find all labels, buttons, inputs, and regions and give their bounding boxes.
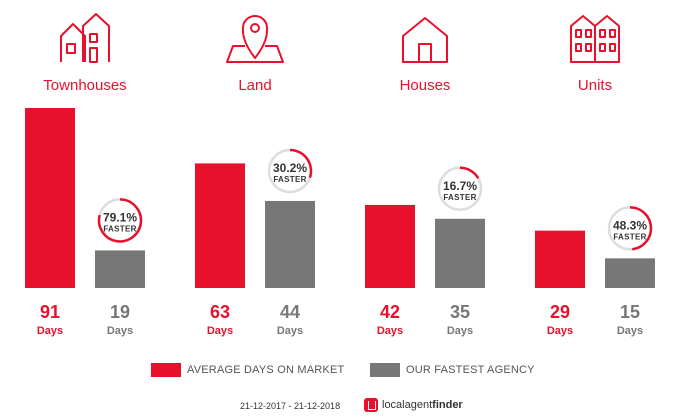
faster-badge: 48.3%FASTER [607, 206, 653, 251]
faster-badge: 16.7%FASTER [437, 166, 483, 212]
bar-fastest-agency [95, 250, 145, 288]
brand-logo: localagentfinder [364, 398, 463, 412]
category-label: Houses [400, 77, 451, 94]
faster-word: FASTER [613, 232, 646, 241]
category-label: Townhouses [43, 77, 126, 94]
category-group: Units 29 Days 15 Days 48.3%FASTER [535, 15, 655, 337]
faster-word: FASTER [273, 175, 306, 184]
bar-average-days [25, 108, 75, 288]
unit-label: Days [107, 325, 133, 337]
value-label: 19 [110, 302, 130, 322]
legend-swatch-market [151, 363, 181, 377]
legend-label-market: AVERAGE DAYS ON MARKET [187, 364, 345, 376]
bar-fastest-agency [265, 200, 315, 288]
value-label: 35 [450, 302, 470, 322]
faster-percent: 48.3% [613, 218, 647, 232]
days-on-market-chart: Townhouses91Days19Days79.1%FASTERLand63D… [25, 13, 655, 337]
legend-label-agency: OUR FASTEST AGENCY [406, 364, 535, 376]
legend-item-agency: OUR FASTEST AGENCY [370, 363, 535, 377]
unit-label: Days [37, 325, 63, 337]
unit-label: Days [377, 325, 403, 337]
faster-ring-progress [459, 166, 480, 180]
faster-ring-progress [97, 198, 143, 243]
bar-average-days [535, 230, 585, 288]
category-label: Land [238, 77, 271, 94]
bar-average-days [365, 204, 415, 288]
legend-swatch-agency [370, 363, 400, 377]
value-label: 42 [380, 302, 400, 322]
value-label: 15 [620, 302, 640, 322]
faster-ring-progress [289, 148, 313, 179]
faster-percent: 30.2% [273, 161, 307, 175]
faster-word: FASTER [443, 193, 476, 202]
footer: 21-12-2017 - 21-12-2018 localagentfinder [0, 396, 700, 416]
legend-item-market: AVERAGE DAYS ON MARKET [151, 363, 344, 377]
value-label: 29 [550, 302, 570, 322]
brand-name: localagentfinder [382, 399, 463, 411]
value-label: 63 [210, 302, 230, 322]
unit-label: Days [207, 325, 233, 337]
category-group: Land 63 Days 44 Days 30.2%FASTER [195, 15, 315, 337]
unit-label: Days [447, 325, 473, 337]
brand-mark-icon [364, 398, 378, 412]
legend: AVERAGE DAYS ON MARKET OUR FASTEST AGENC… [0, 363, 700, 379]
faster-percent: 79.1% [103, 210, 137, 224]
faster-ring-progress [629, 206, 653, 251]
value-label: 44 [280, 302, 300, 322]
land-pin-icon [226, 15, 284, 63]
bar-fastest-agency [435, 218, 485, 288]
faster-badge: 30.2%FASTER [267, 148, 313, 194]
category-group: Houses 42 Days 35 Days 16.7%FASTER [365, 17, 485, 337]
date-range: 21-12-2017 - 21-12-2018 [240, 401, 341, 411]
unit-label: Days [277, 325, 303, 337]
faster-word: FASTER [103, 224, 136, 233]
bar-average-days [195, 163, 245, 288]
house-icon [402, 17, 448, 63]
brand-name-light: localagent [382, 399, 433, 411]
units-icon [570, 15, 620, 63]
faster-percent: 16.7% [443, 179, 477, 193]
category-label: Units [578, 77, 612, 94]
unit-label: Days [547, 325, 573, 337]
bar-fastest-agency [605, 258, 655, 288]
townhouse-icon [60, 13, 110, 63]
value-label: 91 [40, 302, 60, 322]
category-group: Townhouses 91 Days 19 Days 79.1%FASTER [25, 13, 145, 337]
unit-label: Days [617, 325, 643, 337]
brand-name-bold: finder [432, 399, 463, 411]
faster-badge: 79.1%FASTER [97, 198, 143, 243]
